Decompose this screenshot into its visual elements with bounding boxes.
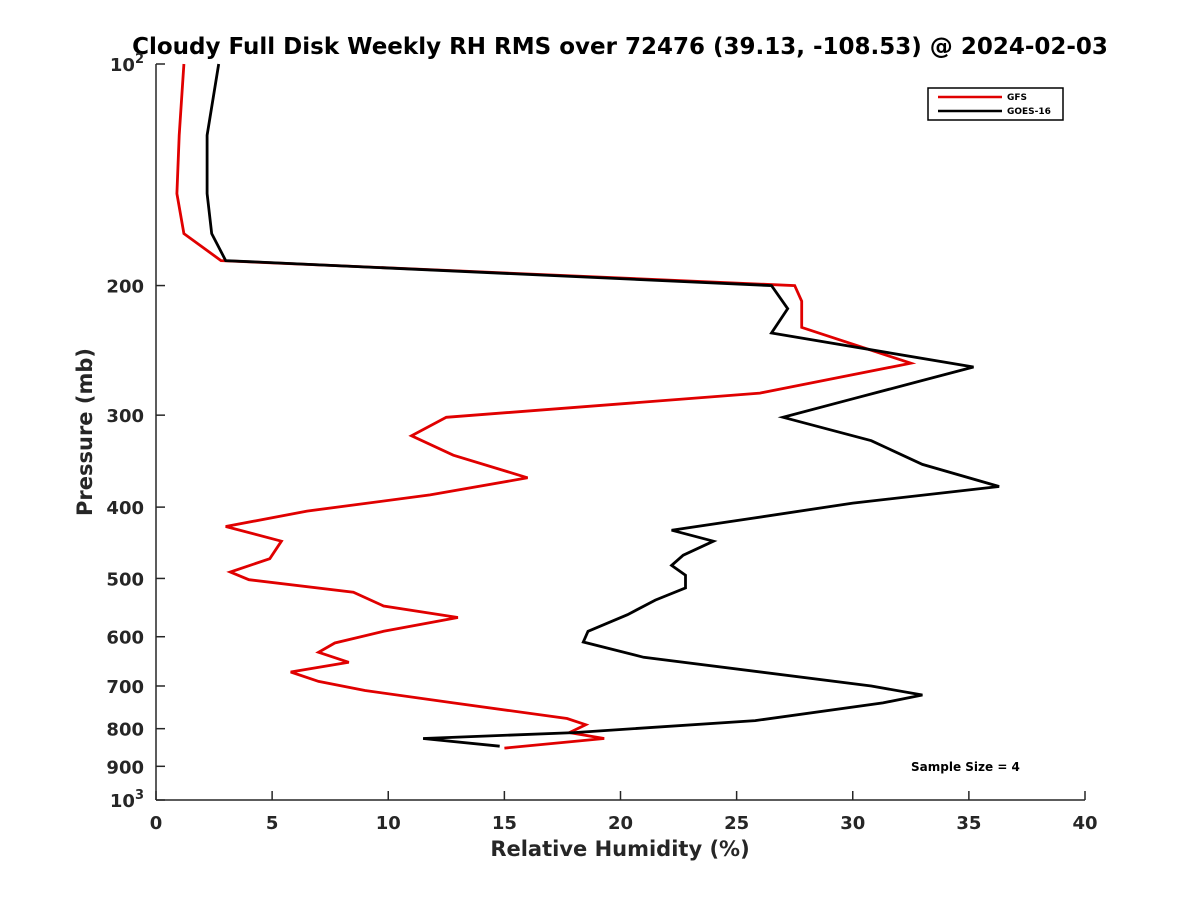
- x-tick-label: 10: [376, 813, 401, 834]
- chart-title: Cloudy Full Disk Weekly RH RMS over 7247…: [132, 34, 1108, 60]
- y-tick-label: 300: [106, 406, 144, 427]
- y-tick-label: 600: [106, 628, 144, 649]
- tick-layer: 0 5 10 15 20 25 30 35 40 102 200 300 400 500 600 700 800…: [106, 52, 1097, 834]
- y-axis-label: Pressure (mb): [73, 348, 97, 516]
- legend: GFS GOES-16: [927, 87, 1064, 121]
- y-tick-label: 800: [106, 720, 144, 741]
- x-tick-label: 20: [608, 813, 633, 834]
- legend-label-gfs: GFS: [1007, 93, 1027, 103]
- sample-size-annotation: Sample Size = 4: [911, 760, 1020, 774]
- y-tick-label: 103: [110, 788, 144, 812]
- y-tick-label: 102: [110, 52, 144, 76]
- y-tick-label: 200: [106, 277, 144, 298]
- series-line-gfs: [175, 63, 917, 750]
- x-tick-label: 30: [840, 813, 865, 834]
- x-axis-label: Relative Humidity (%): [490, 837, 749, 861]
- legend-box: [927, 87, 1064, 121]
- y-tick-label: 900: [106, 757, 144, 778]
- series-layer: [175, 63, 1000, 750]
- x-tick-label: 15: [492, 813, 517, 834]
- y-tick-label: 500: [106, 569, 144, 590]
- series-line-goes-16: [205, 63, 1000, 748]
- x-tick-label: 0: [150, 813, 163, 834]
- x-tick-label: 35: [956, 813, 981, 834]
- y-tick-label: 700: [106, 677, 144, 698]
- x-tick-label: 40: [1072, 813, 1097, 834]
- x-tick-label: 5: [266, 813, 279, 834]
- plot-axes: [155, 64, 1085, 801]
- x-tick-label: 25: [724, 813, 749, 834]
- legend-label-goes16: GOES-16: [1007, 107, 1051, 117]
- y-tick-label: 400: [106, 498, 144, 519]
